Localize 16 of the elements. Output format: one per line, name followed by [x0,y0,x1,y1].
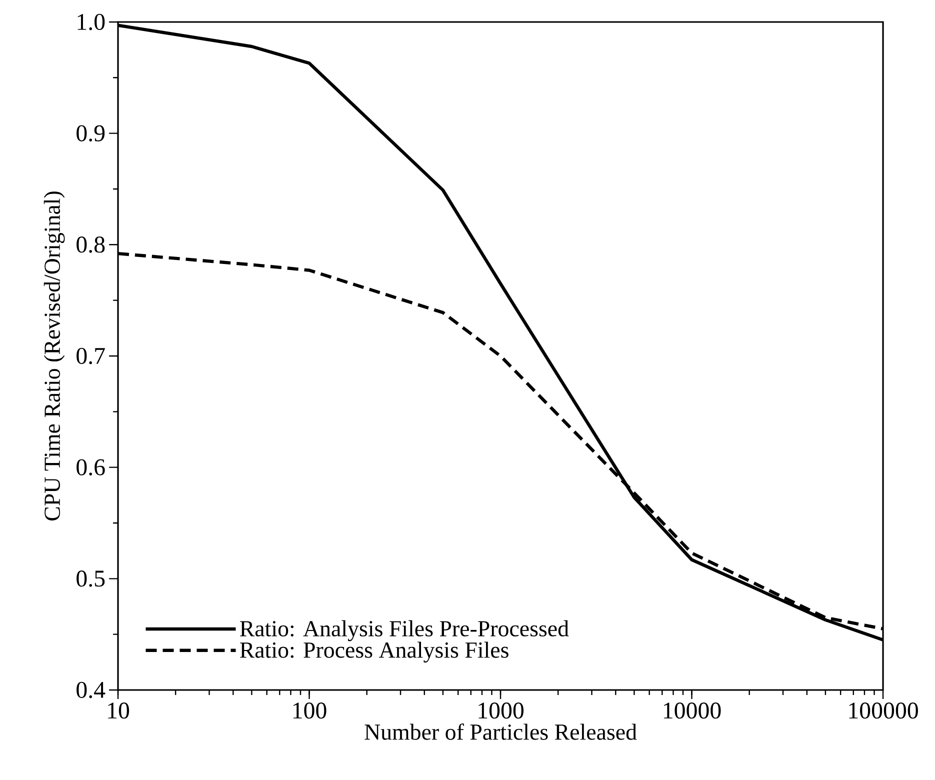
y-tick-label: 0.9 [76,125,105,142]
y-tick-label: 0.7 [76,348,105,364]
x-tick-label: 10000 [664,702,721,719]
y-tick-label: 0.8 [76,236,105,253]
x-tick-label: 1000 [478,702,524,719]
y-tick-label: 1.0 [78,14,105,30]
y-tick-label: 0.4 [76,682,106,698]
legend-label: Ratio: Process Analysis Files [240,642,508,663]
y-tick-label: 0.6 [76,459,105,476]
x-tick-label: 100 [293,702,326,719]
y-tick-label: 0.5 [76,570,105,587]
x-tick-label: 10 [108,702,130,719]
legend-label: Ratio: Analysis Files Pre-Processed [240,620,569,642]
x-axis-title: Number of Particles Released [364,723,637,740]
y-axis-title: CPU Time Ratio (Revised/Original) [44,192,65,520]
x-tick-label: 100000 [849,702,918,719]
